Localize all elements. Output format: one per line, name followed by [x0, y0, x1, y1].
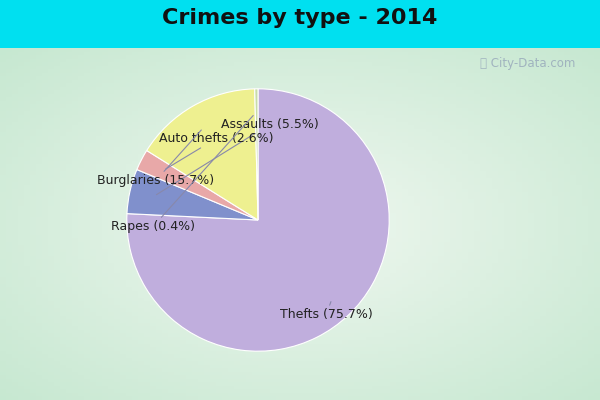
- Text: Crimes by type - 2014: Crimes by type - 2014: [163, 8, 437, 28]
- Text: ⓘ City-Data.com: ⓘ City-Data.com: [481, 58, 575, 70]
- Wedge shape: [127, 170, 258, 220]
- Text: Burglaries (15.7%): Burglaries (15.7%): [97, 130, 214, 187]
- Bar: [0, 0, 600, 48]
- Wedge shape: [127, 89, 389, 351]
- Text: Thefts (75.7%): Thefts (75.7%): [280, 302, 373, 321]
- Wedge shape: [254, 89, 258, 220]
- Text: Auto thefts (2.6%): Auto thefts (2.6%): [159, 132, 273, 169]
- Text: Assaults (5.5%): Assaults (5.5%): [157, 118, 319, 195]
- Wedge shape: [147, 89, 258, 220]
- Text: Rapes (0.4%): Rapes (0.4%): [111, 116, 253, 233]
- Wedge shape: [137, 150, 258, 220]
